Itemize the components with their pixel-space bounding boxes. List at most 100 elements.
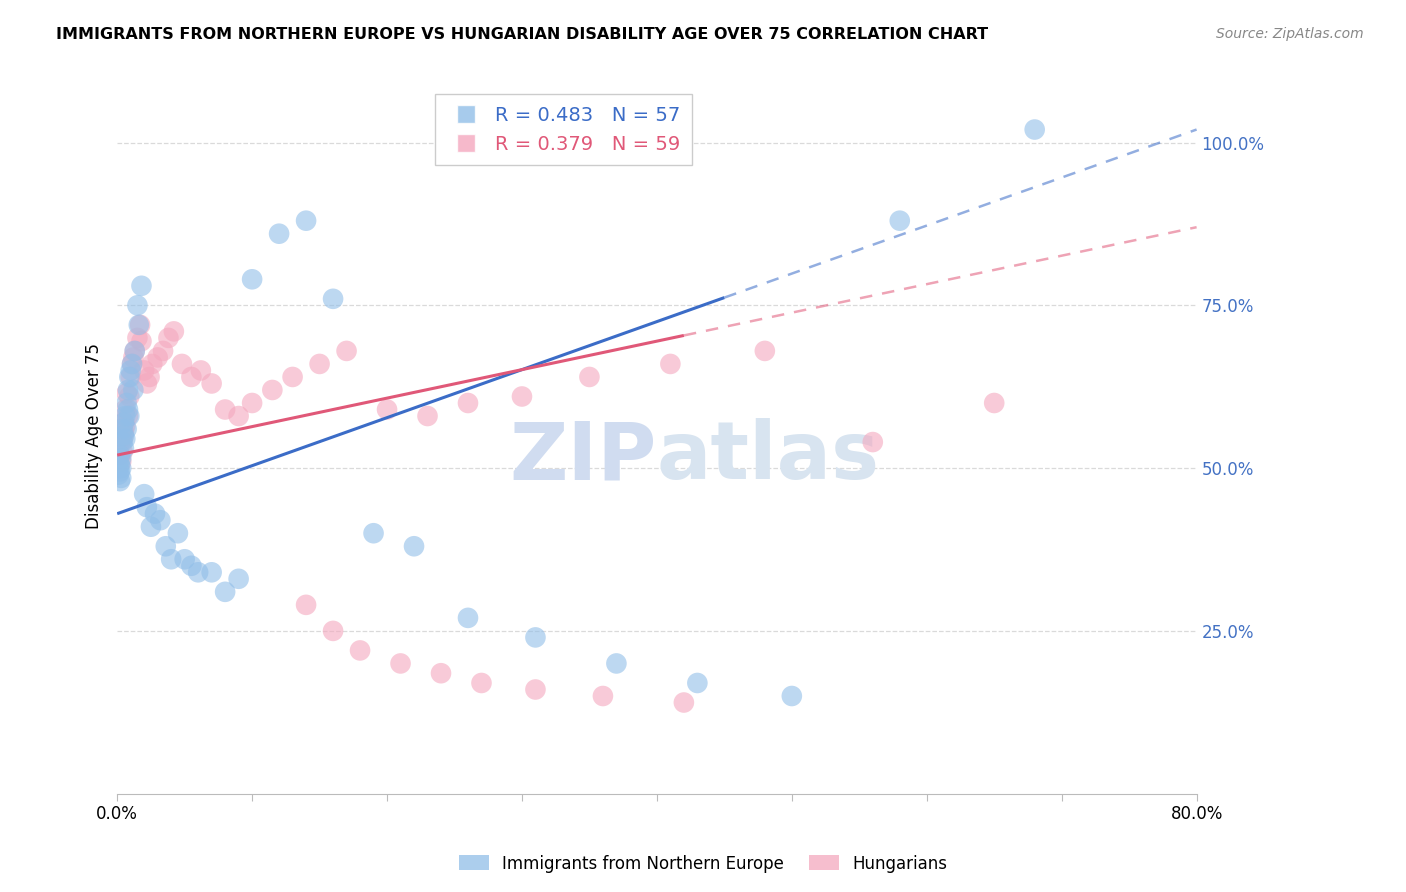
Point	[111, 445, 134, 459]
Point	[139, 519, 162, 533]
Point	[430, 666, 453, 681]
Point	[117, 402, 139, 417]
Point	[155, 539, 177, 553]
Point	[108, 474, 131, 488]
Point	[111, 435, 134, 450]
Point	[349, 643, 371, 657]
Point	[107, 461, 129, 475]
Point	[111, 422, 134, 436]
Point	[110, 422, 132, 436]
Point	[114, 418, 136, 433]
Point	[129, 318, 152, 332]
Legend: Immigrants from Northern Europe, Hungarians: Immigrants from Northern Europe, Hungari…	[453, 848, 953, 880]
Point	[114, 409, 136, 423]
Point	[112, 442, 135, 456]
Point	[157, 331, 180, 345]
Point	[754, 343, 776, 358]
Point	[780, 689, 803, 703]
Text: IMMIGRANTS FROM NORTHERN EUROPE VS HUNGARIAN DISABILITY AGE OVER 75 CORRELATION : IMMIGRANTS FROM NORTHERN EUROPE VS HUNGA…	[56, 27, 988, 42]
Point	[124, 343, 146, 358]
Point	[173, 552, 195, 566]
Point	[862, 435, 884, 450]
Point	[115, 396, 138, 410]
Point	[108, 464, 131, 478]
Point	[214, 402, 236, 417]
Point	[117, 383, 139, 397]
Point	[190, 363, 212, 377]
Point	[108, 435, 131, 450]
Point	[659, 357, 682, 371]
Point	[122, 383, 145, 397]
Point	[672, 696, 695, 710]
Point	[131, 334, 153, 348]
Point	[201, 376, 224, 391]
Text: Source: ZipAtlas.com: Source: ZipAtlas.com	[1216, 27, 1364, 41]
Point	[110, 451, 132, 466]
Point	[163, 324, 186, 338]
Point	[108, 448, 131, 462]
Point	[112, 416, 135, 430]
Point	[108, 448, 131, 462]
Point	[524, 682, 547, 697]
Point	[686, 676, 709, 690]
Point	[457, 611, 479, 625]
Point	[262, 383, 284, 397]
Point	[281, 370, 304, 384]
Point	[138, 370, 160, 384]
Point	[124, 343, 146, 358]
Point	[322, 624, 344, 638]
Point	[135, 376, 157, 391]
Point	[112, 425, 135, 440]
Point	[117, 409, 139, 423]
Point	[120, 370, 142, 384]
Point	[1024, 122, 1046, 136]
Point	[141, 357, 163, 371]
Point	[592, 689, 614, 703]
Point	[107, 454, 129, 468]
Point	[983, 396, 1005, 410]
Point	[121, 357, 143, 371]
Point	[363, 526, 385, 541]
Point	[470, 676, 492, 690]
Point	[160, 552, 183, 566]
Point	[201, 566, 224, 580]
Legend: R = 0.483   N = 57, R = 0.379   N = 59: R = 0.483 N = 57, R = 0.379 N = 59	[434, 95, 692, 165]
Point	[187, 566, 209, 580]
Point	[112, 416, 135, 430]
Point	[149, 513, 172, 527]
Point	[269, 227, 291, 241]
Point	[180, 370, 202, 384]
Point	[240, 272, 263, 286]
Point	[402, 539, 425, 553]
Point	[322, 292, 344, 306]
Point	[118, 409, 141, 423]
Point	[114, 432, 136, 446]
Point	[335, 343, 357, 358]
Point	[118, 370, 141, 384]
Y-axis label: Disability Age Over 75: Disability Age Over 75	[86, 343, 103, 529]
Point	[110, 471, 132, 485]
Point	[889, 213, 911, 227]
Point	[295, 598, 318, 612]
Point	[127, 331, 149, 345]
Point	[111, 432, 134, 446]
Point	[115, 386, 138, 401]
Point	[308, 357, 330, 371]
Point	[389, 657, 412, 671]
Point	[240, 396, 263, 410]
Point	[107, 428, 129, 442]
Point	[134, 363, 156, 377]
Point	[524, 631, 547, 645]
Text: ZIP: ZIP	[509, 418, 657, 496]
Point	[578, 370, 600, 384]
Point	[457, 396, 479, 410]
Point	[121, 357, 143, 371]
Point	[228, 409, 250, 423]
Point	[228, 572, 250, 586]
Point	[120, 363, 142, 377]
Point	[110, 454, 132, 468]
Point	[510, 389, 533, 403]
Point	[134, 487, 156, 501]
Point	[295, 213, 318, 227]
Text: atlas: atlas	[657, 418, 880, 496]
